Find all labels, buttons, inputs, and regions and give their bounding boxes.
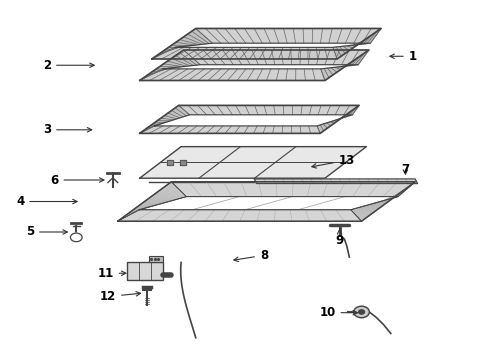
Polygon shape	[332, 28, 380, 59]
Polygon shape	[195, 28, 380, 43]
Polygon shape	[154, 115, 352, 126]
Polygon shape	[178, 105, 358, 115]
Polygon shape	[140, 50, 200, 81]
Circle shape	[358, 310, 364, 314]
Polygon shape	[163, 65, 357, 69]
Polygon shape	[140, 105, 189, 134]
Polygon shape	[320, 50, 368, 81]
Polygon shape	[350, 182, 414, 221]
Text: 3: 3	[43, 123, 92, 136]
Polygon shape	[140, 147, 366, 178]
Text: 4: 4	[16, 195, 77, 208]
Text: 2: 2	[43, 59, 94, 72]
Polygon shape	[140, 69, 325, 81]
Polygon shape	[140, 126, 320, 134]
Polygon shape	[118, 210, 361, 221]
Polygon shape	[317, 105, 358, 134]
Text: 8: 8	[233, 249, 267, 262]
Text: 10: 10	[319, 306, 357, 319]
Bar	[127, 262, 162, 280]
Polygon shape	[166, 160, 172, 165]
Polygon shape	[139, 197, 397, 210]
Circle shape	[70, 233, 82, 242]
Text: 9: 9	[335, 229, 343, 247]
Polygon shape	[171, 182, 414, 197]
Polygon shape	[179, 160, 185, 165]
Polygon shape	[152, 48, 336, 59]
Bar	[149, 256, 162, 262]
Polygon shape	[183, 50, 368, 65]
Text: 6: 6	[50, 174, 104, 186]
Text: 12: 12	[100, 290, 140, 303]
Polygon shape	[152, 28, 212, 59]
Text: 11: 11	[97, 267, 125, 280]
Polygon shape	[254, 179, 417, 184]
Text: 13: 13	[311, 154, 354, 168]
Polygon shape	[175, 43, 369, 48]
Text: 7: 7	[401, 163, 408, 176]
Text: 1: 1	[389, 50, 416, 63]
Polygon shape	[118, 182, 186, 221]
Text: 5: 5	[26, 225, 67, 238]
Circle shape	[353, 306, 368, 318]
